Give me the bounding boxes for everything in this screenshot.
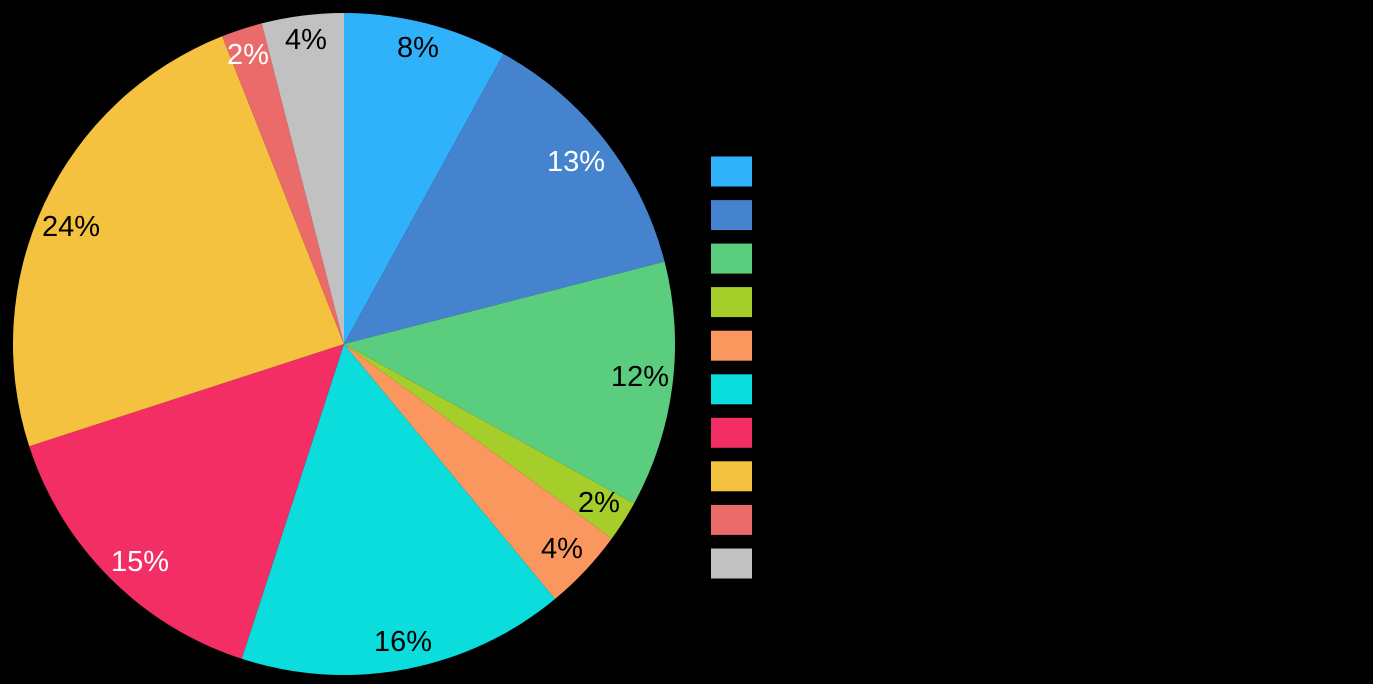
pie-slice-9 bbox=[222, 23, 344, 345]
pie-slice-label-5: 4% bbox=[541, 533, 583, 565]
legend-swatch-6 bbox=[711, 374, 752, 405]
legend-swatch-7 bbox=[711, 417, 752, 448]
pie-chart bbox=[12, 13, 676, 675]
pie-slice-label-4: 2% bbox=[578, 487, 620, 519]
pie-slice-8 bbox=[12, 36, 344, 447]
pie-slice-label-3: 12% bbox=[611, 361, 669, 393]
pie-labels: 8% 13% 12% 2% 4% 16% 15% 24% 2% 4% bbox=[42, 24, 669, 658]
legend-swatch-8 bbox=[711, 461, 752, 492]
legend-swatch-2 bbox=[711, 200, 752, 231]
pie-slice-5 bbox=[344, 344, 612, 600]
pie-slice-7 bbox=[29, 344, 344, 659]
pie-slice-label-9: 2% bbox=[227, 39, 269, 71]
legend-swatch-1 bbox=[711, 156, 752, 187]
pie-slice-label-8: 24% bbox=[42, 211, 100, 243]
legend-swatch-5 bbox=[711, 330, 752, 361]
legend-swatch-3 bbox=[711, 243, 752, 274]
pie-slice-10 bbox=[261, 13, 344, 344]
pie-slice-label-1: 8% bbox=[397, 32, 439, 64]
legend-swatch-9 bbox=[711, 504, 752, 535]
pie-slice-label-10: 4% bbox=[285, 24, 327, 56]
pie-slice-1 bbox=[344, 13, 504, 344]
pie-slice-3 bbox=[344, 261, 676, 504]
pie-slice-6 bbox=[241, 344, 555, 675]
pie-slice-label-6: 16% bbox=[374, 626, 432, 658]
pie-slice-2 bbox=[344, 53, 665, 344]
legend bbox=[711, 156, 752, 579]
pie-slice-label-2: 13% bbox=[547, 146, 605, 178]
pie-slice-label-7: 15% bbox=[111, 546, 169, 578]
legend-swatch-10 bbox=[711, 548, 752, 579]
legend-swatch-4 bbox=[711, 287, 752, 318]
pie-slice-4 bbox=[344, 344, 635, 539]
